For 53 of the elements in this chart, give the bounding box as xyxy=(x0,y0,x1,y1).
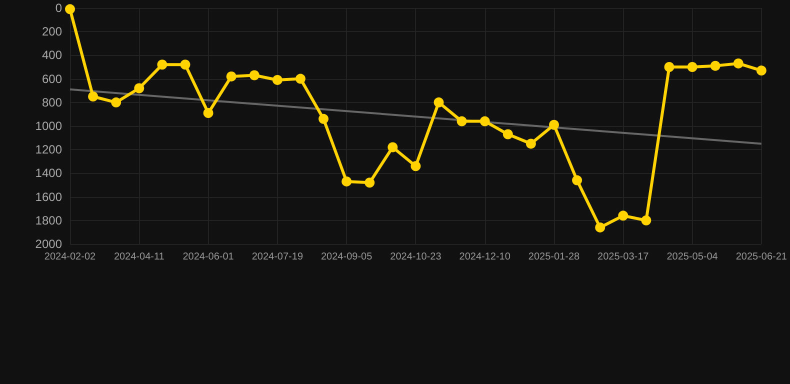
point xyxy=(549,120,559,130)
point xyxy=(65,4,75,14)
y-tick-label: 800 xyxy=(42,95,62,110)
x-tick-label: 2024-07-19 xyxy=(252,252,304,262)
x-tick-label: 2024-02-02 xyxy=(44,252,96,262)
point xyxy=(111,97,122,108)
point xyxy=(88,92,98,102)
x-tick-label: 2025-03-17 xyxy=(598,252,650,262)
y-tick-label: 2000 xyxy=(35,237,62,251)
point xyxy=(249,70,260,80)
y-tick-label: 1200 xyxy=(35,142,62,157)
point xyxy=(756,66,766,76)
point xyxy=(456,116,467,126)
x-tick-label: 2024-06-01 xyxy=(182,252,234,262)
point xyxy=(157,60,168,70)
point xyxy=(226,71,236,82)
point xyxy=(595,222,606,232)
y-tick-label: 0 xyxy=(55,1,62,15)
point xyxy=(342,176,352,186)
x-tick-label: 2025-05-04 xyxy=(666,252,718,262)
point xyxy=(410,161,421,172)
x-tick-label: 2024-09-05 xyxy=(320,252,373,262)
point xyxy=(272,74,282,85)
point xyxy=(733,58,744,68)
x-tick-label: 2025-01-28 xyxy=(528,252,580,262)
point xyxy=(480,116,490,126)
point xyxy=(526,138,536,149)
y-tick-label: 200 xyxy=(42,24,62,39)
y-tick-label: 1400 xyxy=(35,166,62,180)
y-tick-label: 600 xyxy=(42,72,62,86)
point xyxy=(618,210,628,221)
point xyxy=(295,74,306,84)
point xyxy=(203,108,214,118)
point xyxy=(641,215,652,226)
point xyxy=(710,60,720,71)
point xyxy=(434,97,444,108)
point xyxy=(318,114,329,124)
point xyxy=(502,129,513,140)
point xyxy=(134,83,144,94)
y-tick-label: 1000 xyxy=(35,119,62,133)
point xyxy=(687,62,698,72)
x-tick-label: 2024-04-11 xyxy=(114,252,165,262)
y-tick-label: 1600 xyxy=(35,190,62,204)
y-tick-label: 1800 xyxy=(35,213,62,228)
point xyxy=(664,62,674,72)
point xyxy=(364,178,375,188)
x-tick-label: 2025-06-21 xyxy=(736,252,788,262)
x-tick-label: 2024-12-10 xyxy=(459,252,511,262)
y-tick-label: 400 xyxy=(42,48,62,62)
point xyxy=(388,142,398,152)
point xyxy=(572,175,582,186)
point xyxy=(180,60,190,70)
x-tick-label: 2024-10-23 xyxy=(390,252,442,262)
